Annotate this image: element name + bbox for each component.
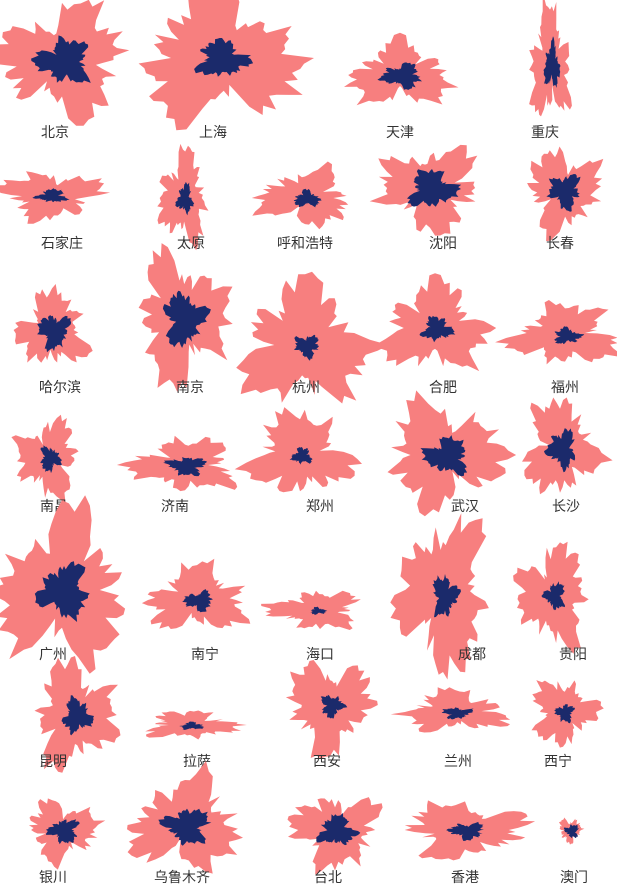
city-label: 兰州 — [444, 754, 472, 770]
city-label: 西宁 — [544, 753, 572, 770]
urban-area — [141, 558, 251, 629]
city-label: 银川 — [39, 870, 67, 886]
city-label: 香港 — [451, 870, 479, 886]
urban-core — [34, 561, 90, 622]
city-label: 澳门 — [560, 870, 588, 886]
city-label: 长沙 — [552, 499, 580, 515]
urban-core — [446, 821, 484, 841]
city-label: 济南 — [161, 499, 189, 515]
urban-core — [420, 435, 468, 477]
city-label: 南宁 — [191, 646, 219, 663]
city-label: 呼和浩特 — [277, 236, 333, 252]
city-label: 重庆 — [531, 125, 559, 141]
city-label: 郑州 — [306, 499, 334, 515]
urban-core — [419, 315, 456, 343]
urban-area — [261, 590, 361, 630]
city-label: 台北 — [314, 870, 342, 886]
city-label: 武汉 — [451, 499, 479, 515]
urban-core — [432, 574, 461, 618]
city-label: 沈阳 — [429, 236, 457, 252]
city-label: 海口 — [306, 647, 334, 663]
urban-core — [45, 819, 80, 845]
city-label: 成都 — [458, 647, 486, 663]
urban-core — [158, 808, 212, 846]
city-label: 南京 — [176, 380, 204, 396]
city-label: 贵阳 — [559, 647, 587, 663]
city-label: 福州 — [551, 380, 579, 396]
city-label: 杭州 — [292, 380, 320, 396]
urban-core — [407, 169, 462, 207]
city-label: 北京 — [41, 125, 69, 141]
urban-core — [554, 326, 585, 345]
city-label: 太原 — [177, 236, 205, 252]
urban-core — [310, 606, 328, 615]
urban-core — [289, 446, 313, 465]
urban-core — [194, 38, 254, 77]
city-label: 石家庄 — [41, 235, 83, 252]
city-label: 上海 — [199, 125, 227, 141]
urban-core — [32, 188, 70, 203]
urban-core — [294, 334, 319, 361]
urban-core — [543, 36, 561, 88]
city-label: 昆明 — [39, 754, 67, 770]
urban-core — [316, 813, 361, 846]
city-label: 天津 — [386, 125, 414, 141]
city-label: 广州 — [39, 647, 67, 663]
city-label: 合肥 — [429, 380, 457, 396]
urban-core — [293, 188, 322, 208]
urban-core — [441, 707, 474, 720]
city-label: 长春 — [546, 236, 574, 252]
urban-core — [175, 182, 195, 216]
urban-core — [163, 457, 207, 477]
urban-core — [541, 581, 565, 611]
urban-core — [37, 315, 72, 353]
urban-core — [40, 445, 62, 474]
urban-core — [31, 35, 91, 83]
urban-core — [162, 290, 211, 348]
urban-core — [179, 721, 205, 730]
city-label: 乌鲁木齐 — [154, 870, 210, 886]
urban-core — [320, 694, 348, 719]
urban-core — [554, 704, 575, 724]
urban-core — [377, 62, 422, 90]
city-label: 哈尔滨 — [39, 380, 81, 396]
urban-core — [61, 695, 94, 736]
urban-core — [182, 589, 213, 613]
urban-core — [546, 174, 581, 212]
city-label: 西安 — [313, 754, 341, 770]
urban-core — [544, 428, 576, 473]
urban-core — [563, 824, 580, 839]
